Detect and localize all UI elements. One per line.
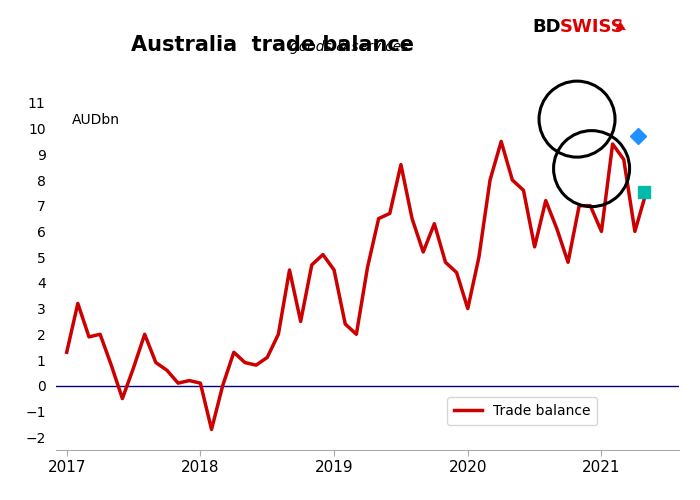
Text: Australia  trade balance: Australia trade balance: [131, 35, 414, 55]
Text: BD: BD: [532, 18, 561, 36]
Text: AUDbn: AUDbn: [71, 114, 120, 128]
Text: goods & services: goods & services: [290, 40, 408, 54]
Text: ▶: ▶: [615, 18, 629, 34]
Legend: Trade balance: Trade balance: [447, 397, 597, 425]
Text: SWISS: SWISS: [560, 18, 624, 36]
